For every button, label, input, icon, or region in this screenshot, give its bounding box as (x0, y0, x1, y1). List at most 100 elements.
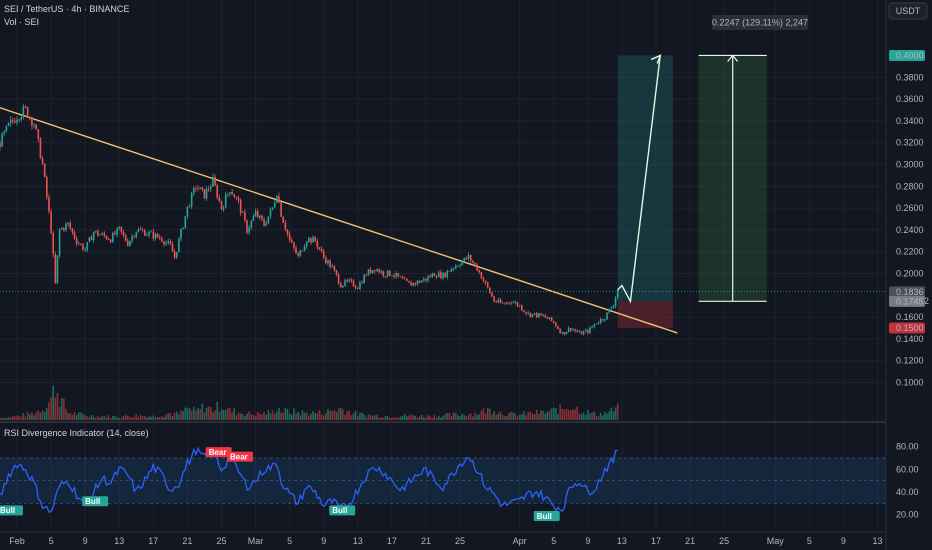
candle-body (293, 242, 295, 248)
volume-bar (156, 417, 159, 420)
volume-bar (207, 406, 210, 420)
volume-bar (493, 411, 495, 420)
candle-body (491, 293, 493, 297)
time-axis[interactable]: Feb 5 9 13 17 21 25 Mar 5 9 13 17 21 25 Apr 5 9 13 17 21 25 M… (9, 536, 882, 546)
volume-bar (425, 417, 427, 420)
measure-label-bg (712, 15, 808, 30)
candle-body (212, 176, 214, 187)
volume-bar (120, 417, 123, 420)
volume-bar (77, 412, 80, 420)
volume-bar (227, 408, 229, 420)
candle-body (550, 317, 553, 322)
volume-bar (450, 415, 453, 420)
candle-body (599, 319, 602, 323)
volume-bar (610, 407, 613, 420)
candle-body (201, 187, 204, 189)
candle-body (276, 196, 278, 203)
volume-bar (480, 410, 483, 420)
rsi-signal-tag (205, 447, 232, 458)
candle-body (350, 279, 353, 281)
candle-body (246, 220, 248, 233)
candle-body (190, 192, 193, 207)
volume-bar (246, 413, 248, 420)
candle-body (587, 330, 589, 334)
candle-body (574, 329, 576, 331)
candle-body (320, 249, 323, 252)
candle-body (48, 197, 50, 212)
volume-bar (14, 416, 16, 420)
candle-body (14, 121, 16, 123)
candle-body (514, 302, 517, 304)
volume-bar (359, 412, 361, 420)
candle-body (450, 268, 453, 272)
price-axis[interactable]: 0.3800 0.3600 0.3400 0.3200 0.3000 0.2800 0.26… (896, 72, 924, 387)
time-tick-label: 13 (353, 536, 363, 546)
candle-body (597, 322, 600, 324)
candle-body (69, 222, 72, 229)
candle-body (16, 119, 18, 123)
volume-bar (465, 416, 468, 420)
volume-bar (280, 412, 282, 420)
candle-body (224, 194, 227, 208)
price-tick-label: 0.2800 (896, 181, 924, 191)
projection-arrow[interactable] (617, 54, 662, 304)
volume-bar (546, 411, 549, 420)
volume-bar (212, 412, 214, 420)
candle-body (63, 227, 65, 231)
price-tick-label: 0.3000 (896, 159, 924, 169)
volume-bar (506, 416, 508, 420)
volume-bar (604, 411, 606, 420)
currency-button[interactable] (888, 2, 928, 20)
volume-bar (112, 415, 114, 420)
volume-bar (616, 403, 619, 420)
time-tick-label: 25 (719, 536, 729, 546)
candle-body (210, 186, 212, 190)
candle-body (457, 265, 459, 267)
volume-bar (361, 412, 363, 420)
candle-body (486, 282, 489, 288)
volume-bar (527, 412, 529, 420)
candle-body (557, 326, 559, 329)
price-badge (889, 295, 925, 307)
volume-bar (63, 398, 65, 420)
trendline-drawing[interactable] (0, 107, 678, 334)
volume-bar (150, 416, 152, 420)
candle-body (109, 239, 112, 243)
volume-bar (16, 415, 18, 420)
volume-bar (60, 397, 63, 420)
rsi-signal-tag (533, 511, 560, 521)
volume-bar (284, 407, 287, 420)
price-tick-label: 0.2600 (896, 203, 924, 213)
candle-body (265, 223, 268, 226)
volume-bar (248, 411, 250, 420)
volume-bar (335, 412, 338, 420)
volume-bar (350, 415, 353, 420)
volume-bar (461, 413, 463, 420)
volume-bar (508, 412, 510, 420)
volume-bar (24, 416, 27, 420)
volume-bar (435, 417, 438, 420)
candle-body (540, 313, 542, 316)
rsi-legend[interactable]: RSI Divergence Indicator (14, close) (4, 428, 149, 438)
volume-bar (99, 417, 101, 420)
candle-body (60, 227, 63, 230)
candle-body (367, 269, 370, 276)
volume-bar (337, 408, 340, 420)
price-range-measure[interactable]: 0.2247 (129.11%) 2,247 (698, 15, 808, 302)
volume-bar (161, 416, 163, 420)
symbol-legend[interactable]: SEI / TetherUS · 4h · BINANCE (4, 4, 130, 14)
rsi-tick-label: 40.00 (896, 487, 919, 497)
rsi-axis[interactable]: 80.00 60.00 40.00 20.00 (896, 442, 919, 520)
time-tick-label: 13 (114, 536, 124, 546)
volume-bar (73, 412, 76, 420)
volume-bar (265, 414, 268, 420)
candle-body (158, 237, 161, 239)
price-tick-label: 0.1000 (896, 378, 924, 388)
time-tick-label: Mar (248, 536, 264, 546)
volume-bar (371, 416, 374, 420)
volume-bar (37, 410, 40, 420)
volume-bar (0, 418, 1, 420)
volume-legend[interactable]: Vol · SEI (4, 17, 40, 27)
